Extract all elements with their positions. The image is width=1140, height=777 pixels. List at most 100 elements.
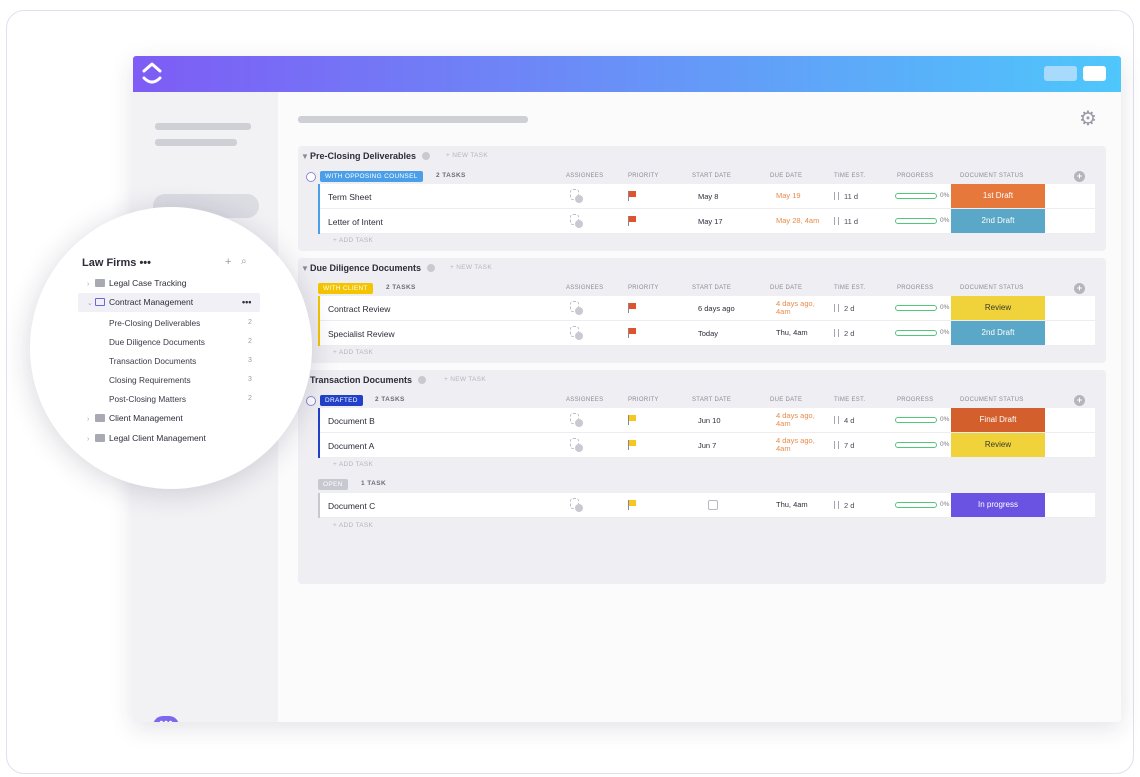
due-date[interactable]: May 19 [776,191,801,200]
add-column-icon[interactable]: + [1074,171,1085,182]
time-estimate[interactable]: 2 d [834,329,854,338]
document-status-badge[interactable]: Review [951,433,1045,457]
due-date[interactable]: 4 days ago, 4am [776,299,815,316]
due-date[interactable]: Thu, 4am [776,500,808,509]
start-date[interactable]: Jun 7 [698,441,717,450]
chevron-down-icon[interactable]: ▼ [301,152,309,161]
document-status-badge[interactable]: Final Draft [951,408,1045,432]
add-task-button[interactable]: + ADD TASK [333,461,374,468]
priority-flag-icon[interactable] [628,440,636,450]
assignee-icon[interactable] [570,438,584,452]
time-estimate[interactable]: 11 d [834,192,858,201]
assignee-icon[interactable] [570,326,584,340]
task-name[interactable]: Contract Review [328,304,391,314]
task-name[interactable]: Document A [328,441,375,451]
collapse-icon[interactable] [306,396,316,406]
assignee-icon[interactable] [570,498,584,512]
status-pill[interactable]: OPEN [318,479,348,490]
due-date[interactable]: May 28, 4am [776,216,820,225]
due-date[interactable]: 4 days ago, 4am [776,411,815,428]
add-task-button[interactable]: + ADD TASK [333,522,374,529]
sidebar-list-item[interactable]: Due Diligence Documents [109,337,205,347]
collapse-icon[interactable] [306,172,316,182]
group-header[interactable]: Transaction Documents + NEW TASK [298,370,1106,392]
priority-flag-icon[interactable] [628,415,636,425]
task-row[interactable]: Document B Jun 10 4 days ago, 4am 4 d 0%… [318,408,1095,433]
status-pill[interactable]: WITH OPPOSING COUNSEL [320,171,423,182]
sidebar-list-item[interactable]: Closing Requirements [109,375,191,385]
priority-flag-icon[interactable] [628,191,636,201]
task-row[interactable]: Term Sheet May 8 May 19 11 d 0% 1st Draf… [318,184,1095,209]
time-estimate[interactable]: 2 d [834,501,854,510]
task-row[interactable]: Specialist Review Today Thu, 4am 2 d 0% … [318,321,1095,346]
assignee-icon[interactable] [570,214,584,228]
search-icon[interactable]: ⌕ [241,256,247,267]
add-task-button[interactable]: + ADD TASK [333,349,374,356]
sidebar-list-item[interactable]: Transaction Documents [109,356,197,366]
topbar-button[interactable] [1083,66,1106,81]
sidebar-item-legal-client-management[interactable]: › Legal Client Management [87,433,206,443]
priority-flag-icon[interactable] [628,500,636,510]
start-date[interactable]: Jun 10 [698,416,721,425]
document-status-badge[interactable]: In progress [951,493,1045,517]
workspace-title[interactable]: Law Firms ••• [82,257,152,269]
new-task-button[interactable]: + NEW TASK [444,376,486,383]
sidebar-item-legal-case-tracking[interactable]: › Legal Case Tracking [87,278,187,288]
group-header[interactable]: ▼ Due Diligence Documents + NEW TASK [298,258,1106,280]
status-pill[interactable]: WITH CLIENT [318,283,373,294]
priority-flag-icon[interactable] [628,328,636,338]
sidebar-item-contract-management[interactable]: ⌄ Contract Management [87,297,194,307]
start-date[interactable]: Today [698,329,719,338]
sidebar-item-client-management[interactable]: › Client Management [87,413,183,423]
start-date[interactable]: 6 days ago [698,304,735,313]
topbar-button[interactable] [1044,66,1077,81]
due-date[interactable]: 4 days ago, 4am [776,436,815,453]
time-estimate[interactable]: 2 d [834,304,854,313]
task-row[interactable]: Document C Thu, 4am 2 d 0% In progress [318,493,1095,518]
add-task-button[interactable]: + ADD TASK [333,237,374,244]
gear-icon[interactable]: ⚙ [1079,108,1097,130]
add-column-icon[interactable]: + [1074,395,1085,406]
assignee-icon[interactable] [570,189,584,203]
new-task-button[interactable]: + NEW TASK [446,152,488,159]
document-status-badge[interactable]: 1st Draft [951,184,1045,208]
sidebar-list-item[interactable]: Pre-Closing Deliverables [109,318,201,328]
chevron-right-icon[interactable]: › [87,416,90,423]
document-status-badge[interactable]: 2nd Draft [951,321,1045,345]
group-header[interactable]: ▼ Pre-Closing Deliverables + NEW TASK [298,146,1106,168]
chevron-right-icon[interactable]: › [87,281,90,288]
task-name[interactable]: Letter of Intent [328,217,383,227]
clickup-logo-icon[interactable] [141,61,163,87]
time-estimate[interactable]: 4 d [834,416,854,425]
task-row[interactable]: Contract Review 6 days ago 4 days ago, 4… [318,296,1095,321]
plus-icon[interactable]: + [225,256,232,268]
task-row[interactable]: Document A Jun 7 4 days ago, 4am 7 d 0% … [318,433,1095,458]
add-column-icon[interactable]: + [1074,283,1085,294]
start-date[interactable]: May 17 [698,217,723,226]
start-date[interactable]: May 8 [698,192,719,201]
task-name[interactable]: Specialist Review [328,329,395,339]
assignee-icon[interactable] [570,413,584,427]
more-options-icon[interactable]: ••• [242,297,252,307]
due-date[interactable]: Thu, 4am [776,328,808,337]
time-estimate[interactable]: 7 d [834,441,854,450]
column-header-due-date: DUE DATE [770,173,803,179]
sidebar-list-item[interactable]: Post-Closing Matters [109,394,187,404]
document-status-badge[interactable]: Review [951,296,1045,320]
assignee-icon[interactable] [570,301,584,315]
chevron-down-icon[interactable]: ⌄ [87,300,93,307]
priority-flag-icon[interactable] [628,216,636,226]
time-estimate[interactable]: 11 d [834,217,858,226]
task-row[interactable]: Letter of Intent May 17 May 28, 4am 11 d… [318,209,1095,234]
document-status-badge[interactable]: 2nd Draft [951,209,1045,233]
status-pill[interactable]: DRAFTED [320,395,363,406]
chevron-down-icon[interactable]: ▼ [301,264,309,273]
priority-flag-icon[interactable] [628,303,636,313]
chevron-right-icon[interactable]: › [87,436,90,443]
calendar-icon[interactable] [708,500,718,510]
task-name[interactable]: Document B [328,416,375,426]
new-task-button[interactable]: + NEW TASK [450,264,492,271]
chat-icon[interactable]: ••• [153,716,179,722]
task-name[interactable]: Document C [328,501,376,511]
task-name[interactable]: Term Sheet [328,192,372,202]
